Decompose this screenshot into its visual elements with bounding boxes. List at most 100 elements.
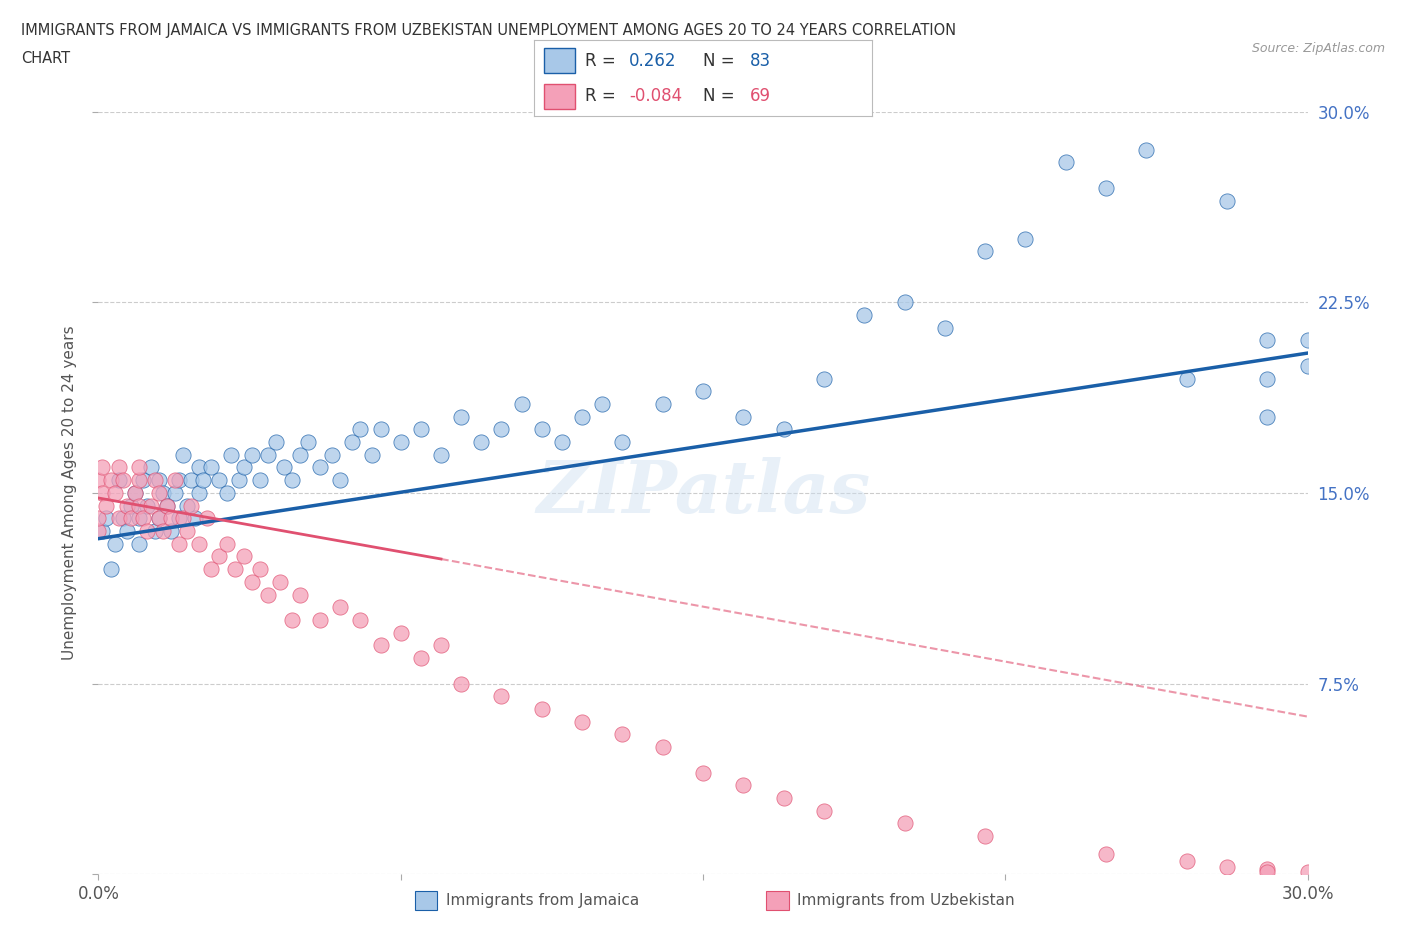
Point bbox=[172, 511, 194, 525]
Point bbox=[571, 409, 593, 424]
Point bbox=[208, 472, 231, 487]
Point bbox=[329, 472, 352, 487]
Point bbox=[249, 472, 271, 487]
Point bbox=[1135, 142, 1157, 157]
Point bbox=[1014, 232, 1036, 246]
Point bbox=[370, 422, 392, 437]
Point bbox=[1256, 862, 1278, 877]
Point bbox=[128, 511, 150, 525]
Point bbox=[111, 511, 134, 525]
Point bbox=[530, 701, 553, 716]
Point bbox=[309, 460, 332, 475]
Text: 69: 69 bbox=[751, 87, 772, 105]
Point bbox=[321, 447, 343, 462]
Point bbox=[156, 498, 179, 513]
Point bbox=[813, 371, 835, 386]
Point bbox=[651, 396, 673, 411]
Point bbox=[430, 447, 453, 462]
Text: ZIPatlas: ZIPatlas bbox=[536, 458, 870, 528]
Point bbox=[269, 575, 291, 590]
Point bbox=[551, 434, 574, 449]
Point bbox=[160, 524, 183, 538]
Point bbox=[281, 613, 304, 628]
Point bbox=[273, 460, 295, 475]
Point bbox=[1256, 864, 1278, 879]
Point bbox=[188, 460, 211, 475]
Point bbox=[167, 472, 190, 487]
Point bbox=[1095, 180, 1118, 195]
Point bbox=[195, 511, 218, 525]
Point bbox=[281, 472, 304, 487]
Point bbox=[132, 511, 155, 525]
Point bbox=[135, 524, 157, 538]
Point bbox=[200, 460, 222, 475]
Point bbox=[167, 511, 190, 525]
Point bbox=[974, 244, 997, 259]
Point bbox=[96, 511, 118, 525]
Point bbox=[361, 447, 384, 462]
Point bbox=[1256, 333, 1278, 348]
Point bbox=[167, 537, 190, 551]
Point bbox=[152, 485, 174, 500]
Point bbox=[470, 434, 492, 449]
Point bbox=[853, 308, 876, 323]
Point bbox=[934, 320, 956, 335]
Point bbox=[612, 727, 634, 742]
Point bbox=[409, 422, 432, 437]
Point bbox=[1256, 409, 1278, 424]
Point bbox=[370, 638, 392, 653]
Point bbox=[893, 295, 915, 310]
Point bbox=[135, 498, 157, 513]
Text: Immigrants from Jamaica: Immigrants from Jamaica bbox=[446, 893, 638, 908]
Point bbox=[297, 434, 319, 449]
Point bbox=[148, 511, 170, 525]
Point bbox=[139, 460, 162, 475]
Point bbox=[200, 562, 222, 577]
Point bbox=[409, 651, 432, 666]
Point bbox=[148, 511, 170, 525]
FancyBboxPatch shape bbox=[544, 85, 575, 109]
Point bbox=[692, 384, 714, 399]
Point bbox=[124, 485, 146, 500]
Point bbox=[96, 498, 118, 513]
Point bbox=[349, 613, 371, 628]
Point bbox=[389, 434, 412, 449]
Point bbox=[450, 676, 472, 691]
Point bbox=[571, 714, 593, 729]
Point bbox=[389, 625, 412, 640]
Point bbox=[107, 460, 129, 475]
Point bbox=[115, 498, 138, 513]
Point bbox=[1296, 358, 1319, 373]
Point bbox=[87, 472, 110, 487]
Point bbox=[172, 447, 194, 462]
Point bbox=[240, 575, 263, 590]
Point bbox=[103, 537, 125, 551]
Point bbox=[87, 511, 110, 525]
Point bbox=[530, 422, 553, 437]
Point bbox=[176, 524, 198, 538]
Point bbox=[148, 472, 170, 487]
Point bbox=[288, 587, 311, 602]
Point bbox=[232, 460, 254, 475]
Point bbox=[163, 472, 186, 487]
Point bbox=[124, 485, 146, 500]
Point bbox=[188, 537, 211, 551]
Point bbox=[329, 600, 352, 615]
Point bbox=[103, 485, 125, 500]
Point bbox=[772, 422, 794, 437]
FancyBboxPatch shape bbox=[544, 48, 575, 73]
Text: N =: N = bbox=[703, 51, 740, 70]
Point bbox=[228, 472, 250, 487]
Point bbox=[224, 562, 246, 577]
Point bbox=[1216, 193, 1239, 208]
Point bbox=[256, 587, 278, 602]
Point bbox=[1216, 859, 1239, 874]
Point bbox=[772, 790, 794, 805]
Point bbox=[107, 511, 129, 525]
Text: CHART: CHART bbox=[21, 51, 70, 66]
Text: Immigrants from Uzbekistan: Immigrants from Uzbekistan bbox=[797, 893, 1015, 908]
Point bbox=[115, 524, 138, 538]
Text: -0.084: -0.084 bbox=[628, 87, 682, 105]
Point bbox=[143, 472, 166, 487]
Point bbox=[974, 829, 997, 844]
